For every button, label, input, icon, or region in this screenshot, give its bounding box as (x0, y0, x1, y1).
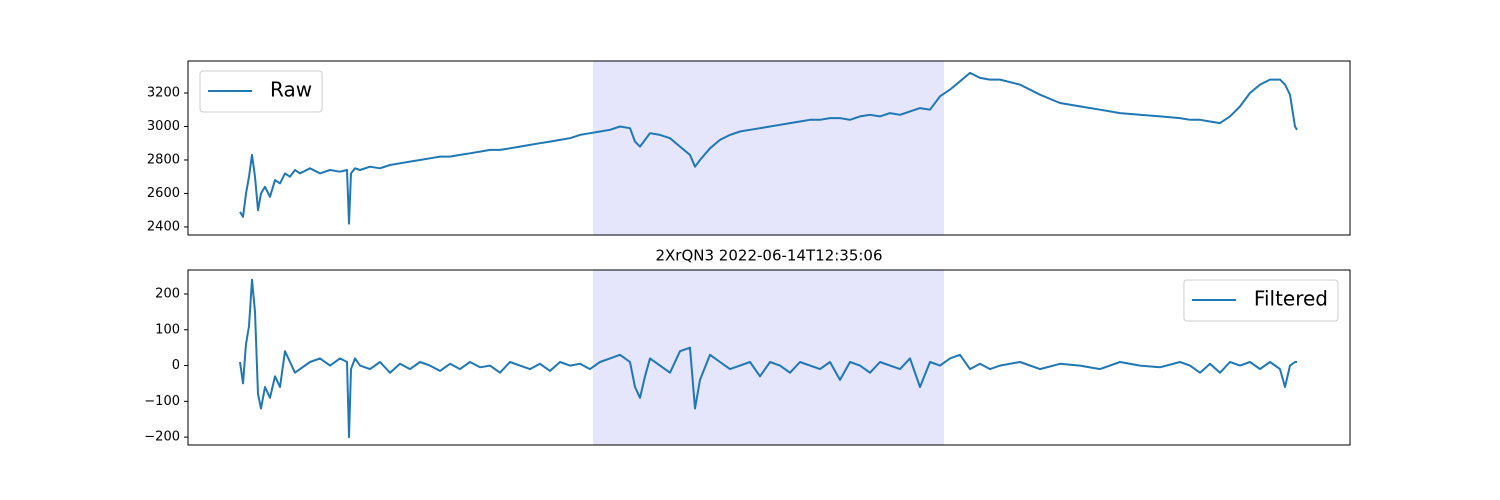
y-tick-label: 100 (155, 322, 180, 337)
axes-frame (187, 60, 1351, 236)
chart-title: 2XrQN3 2022-06-14T12:35:06 (655, 247, 882, 265)
line-series (239, 71, 1298, 225)
axes-frame (187, 269, 1351, 446)
y-tick-label: 2800 (147, 152, 180, 167)
y-tick-label: 200 (155, 286, 180, 301)
legend-box (199, 70, 323, 113)
legend: Filtered (1183, 279, 1339, 322)
y-tick-label: −100 (144, 394, 180, 409)
y-tick-label: 2600 (147, 186, 180, 201)
highlight-span (593, 270, 944, 445)
legend-text: Raw (270, 78, 312, 102)
y-tick-label: −200 (144, 430, 180, 445)
y-tick-label: 3200 (147, 85, 180, 100)
y-tick-label: 0 (172, 358, 180, 373)
highlight-span (593, 61, 944, 235)
y-tick-label: 3000 (147, 119, 180, 134)
legend: Raw (199, 70, 323, 113)
legend-box (1183, 279, 1339, 322)
y-tick-label: 2400 (147, 219, 180, 234)
line-series (239, 278, 1297, 439)
legend-text: Filtered (1254, 287, 1328, 311)
